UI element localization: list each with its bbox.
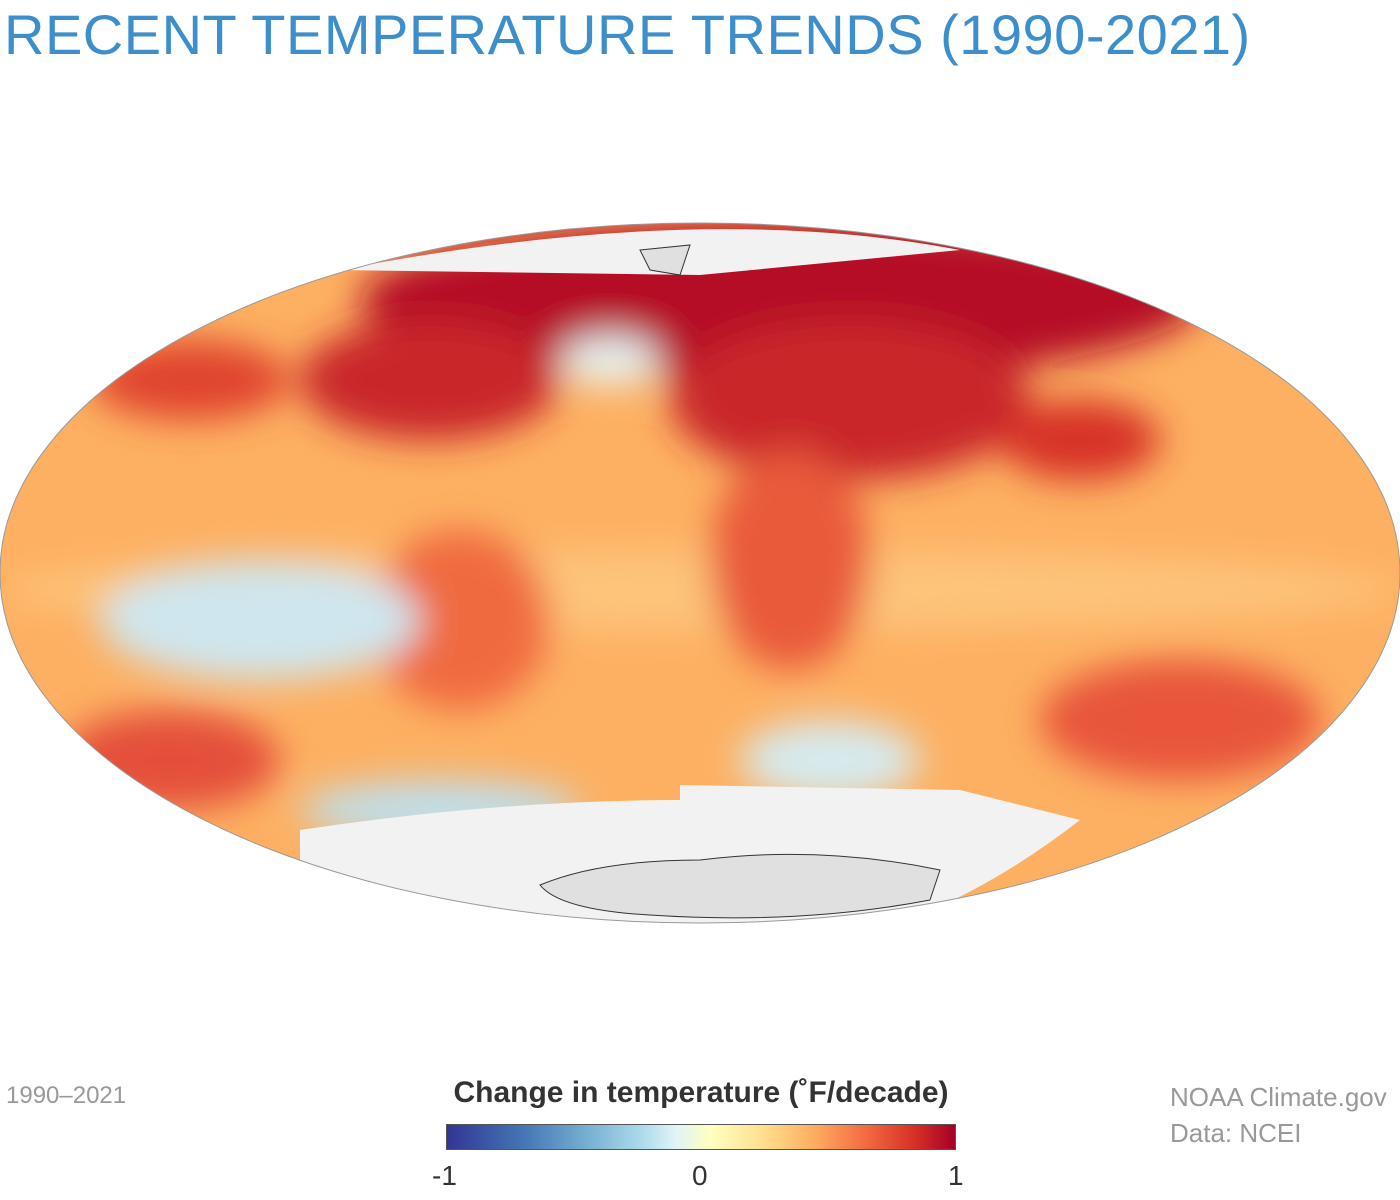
- east-pacific-cool: [100, 560, 420, 680]
- north-pacific-warming: [90, 340, 290, 420]
- legend-mid-label: 0: [692, 1160, 708, 1191]
- globe-outline: [0, 222, 1400, 924]
- south-atlantic-pale: [740, 720, 920, 800]
- south-america-warming: [370, 530, 550, 710]
- north-america-warming: [300, 320, 560, 440]
- north-atlantic-cool: [560, 335, 660, 385]
- page-title: RECENT TEMPERATURE TRENDS (1990-2021): [4, 3, 1251, 66]
- legend-min-label: -1: [432, 1160, 457, 1191]
- legend-max-label: 1: [948, 1160, 964, 1191]
- legend-title: Change in temperature (˚F/decade): [453, 1076, 949, 1109]
- africa-warming: [710, 450, 870, 670]
- legend-color-bar: [446, 1124, 956, 1150]
- south-pacific-warming: [60, 710, 280, 810]
- east-asia-warming: [1000, 400, 1160, 480]
- greenland-land: [639, 244, 691, 276]
- source-credit: NOAA Climate.gov: [1170, 1082, 1387, 1112]
- period-label: 1990–2021: [6, 1082, 127, 1109]
- australia-warming: [1040, 660, 1320, 780]
- data-credit: Data: NCEI: [1170, 1118, 1302, 1148]
- eurasia-warming: [670, 320, 1030, 480]
- global-temperature-trend-map: [0, 222, 1400, 924]
- antarctica-land: [539, 853, 941, 919]
